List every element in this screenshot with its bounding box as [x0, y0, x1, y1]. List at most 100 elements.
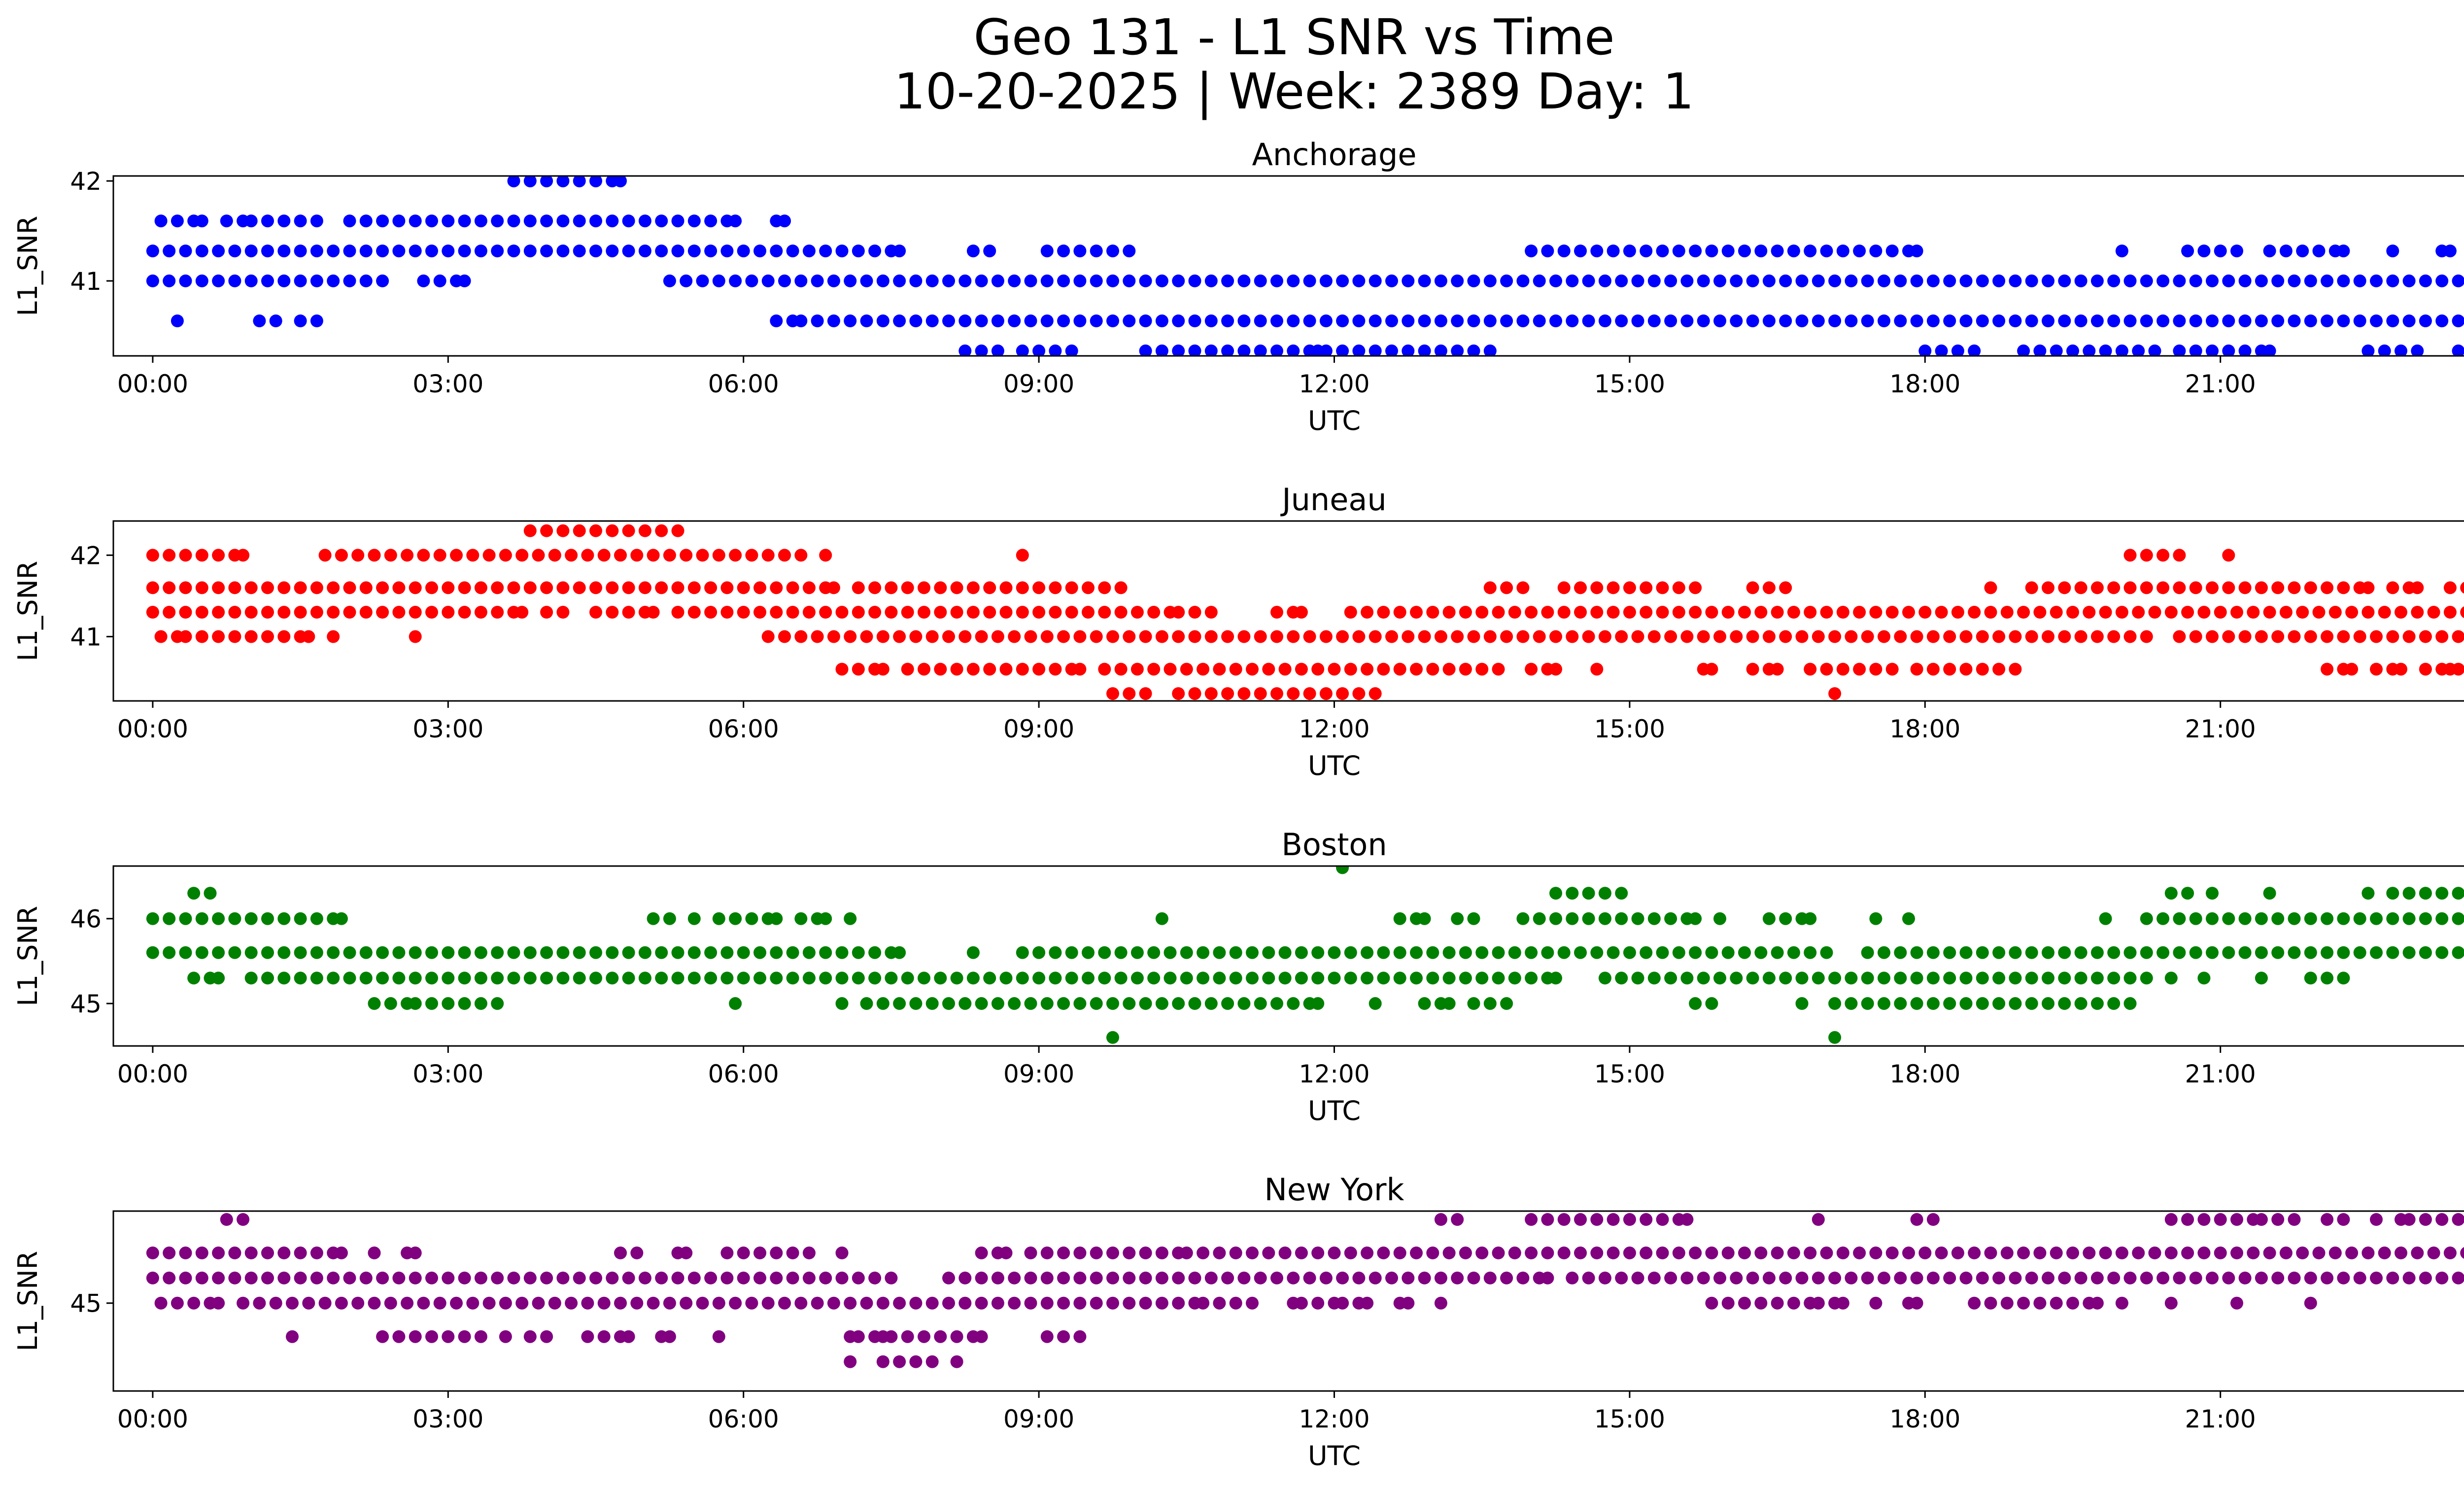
data-point [1402, 1296, 1415, 1310]
data-point [2271, 1213, 2285, 1226]
data-point [1787, 946, 1800, 959]
data-point [261, 1271, 274, 1285]
data-point [392, 581, 406, 594]
data-point [1418, 912, 1431, 925]
data-point [1926, 314, 1940, 327]
data-point [1500, 630, 1513, 643]
data-point [1672, 244, 1685, 258]
data-point [2402, 887, 2416, 900]
data-point [491, 1271, 504, 1285]
data-point [1828, 630, 1842, 643]
data-point [2361, 1246, 2375, 1259]
data-point [1426, 972, 1439, 985]
data-point [327, 581, 340, 594]
data-point [1533, 630, 1546, 643]
data-point [1434, 1296, 1447, 1310]
data-point [966, 244, 980, 258]
data-point [1139, 1296, 1152, 1310]
data-point [2443, 1246, 2457, 1259]
data-point [376, 972, 389, 985]
data-point [2353, 274, 2366, 287]
data-point [1787, 1296, 1800, 1310]
data-point [195, 1271, 208, 1285]
data-point [1434, 1271, 1447, 1285]
data-point [1188, 344, 1201, 356]
data-point [1016, 946, 1029, 959]
data-point [294, 1271, 307, 1285]
data-point [2271, 1271, 2285, 1285]
data-point [737, 946, 750, 959]
data-point [2230, 244, 2243, 258]
data-point [1139, 344, 1152, 356]
data-point [2222, 581, 2235, 594]
data-point [2411, 344, 2424, 356]
data-point [712, 1296, 725, 1310]
data-point [991, 314, 1004, 327]
data-point [1402, 344, 1415, 356]
data-point [1894, 972, 1907, 985]
data-point [1812, 314, 1825, 327]
data-point [171, 214, 184, 228]
data-point [2083, 1246, 2096, 1259]
data-point [1779, 581, 1792, 594]
data-point [425, 581, 438, 594]
data-point [2058, 314, 2071, 327]
data-point [2173, 581, 2186, 594]
data-point [474, 244, 487, 258]
data-point [597, 549, 611, 562]
data-point [2107, 581, 2121, 594]
data-point [2042, 581, 2054, 594]
data-point [540, 1330, 553, 1343]
data-point [195, 1246, 208, 1259]
data-point [2460, 606, 2464, 618]
data-point [2378, 344, 2391, 356]
data-point [1664, 630, 1677, 643]
data-point [351, 549, 365, 562]
data-point [1713, 274, 1726, 287]
data-point [277, 214, 291, 228]
data-point [1492, 946, 1505, 959]
data-point [1361, 1246, 1374, 1259]
data-point [1204, 606, 1218, 619]
data-point [1188, 997, 1201, 1010]
data-point [442, 214, 455, 228]
data-point [425, 214, 438, 228]
data-point [1270, 1271, 1283, 1285]
y-tick-label: 41 [70, 267, 102, 296]
data-point [163, 1246, 176, 1259]
data-point [589, 1271, 602, 1285]
data-point [638, 972, 651, 985]
figure-title-line1: Geo 131 - L1 SNR vs Time [974, 8, 1615, 66]
data-point [2279, 1246, 2293, 1259]
data-point [1516, 314, 1530, 327]
x-axis-label: UTC [1308, 750, 1361, 781]
data-point [835, 997, 849, 1010]
data-point [1935, 344, 1948, 356]
data-point [1082, 946, 1095, 959]
data-point [1910, 314, 1923, 327]
data-point [1139, 1246, 1152, 1259]
data-point [1106, 1246, 1119, 1259]
data-point [179, 1271, 192, 1285]
data-point [1287, 630, 1300, 643]
data-point [2255, 274, 2268, 287]
data-point [687, 581, 701, 594]
data-point [2214, 1246, 2227, 1259]
data-point [1894, 630, 1907, 643]
data-point [2238, 314, 2252, 327]
data-point [1721, 1296, 1735, 1310]
data-point [2255, 1271, 2268, 1285]
data-point [1336, 314, 1349, 327]
data-point [720, 244, 734, 258]
data-point [1221, 314, 1234, 327]
data-point [1262, 662, 1275, 676]
data-point [1369, 997, 1382, 1010]
data-point [983, 606, 996, 619]
data-point [2247, 606, 2260, 619]
data-point [482, 549, 496, 562]
data-point [359, 581, 373, 594]
data-point [2304, 581, 2317, 594]
data-point [778, 549, 791, 562]
data-point [335, 912, 348, 925]
data-point [1516, 912, 1530, 925]
